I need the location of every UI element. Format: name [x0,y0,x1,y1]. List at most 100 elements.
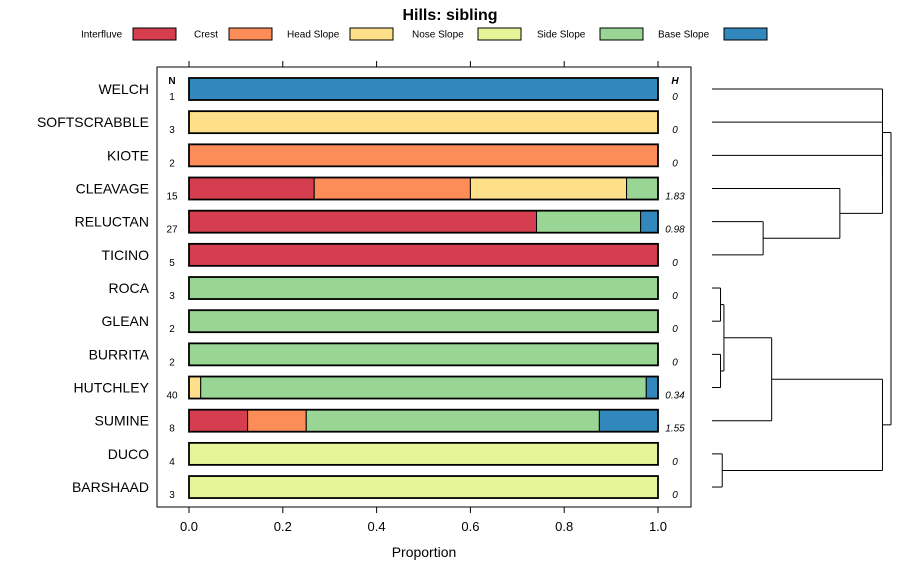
bar-outline [188,143,659,168]
bar-segment-head-slope [188,376,202,400]
bars [188,77,659,499]
legend-label: Base Slope [658,30,710,41]
row-label: KIOTE [107,147,149,163]
legend-label: Nose Slope [412,30,464,41]
h-value: 0 [672,357,678,368]
row-label: TICINO [102,247,150,263]
legend-swatch [132,27,177,41]
x-tick-label: 0.0 [180,519,198,534]
x-axis: 0.0 0.2 0.4 0.6 0.8 1.0 [180,61,667,534]
n-column-header: N [168,76,175,87]
h-value: 0 [672,158,678,169]
bar-row-sumine [188,408,659,433]
legend-item-interfluve: Interfluve [81,27,177,41]
bar-outline [188,110,659,135]
bar-segment-side-slope [188,276,659,300]
n-value: 15 [166,192,178,203]
h-value: 0.98 [665,225,685,236]
bar-outline [188,209,659,234]
h-value: 0 [672,490,678,501]
row-label: BURRITA [89,346,150,362]
h-value: 1.83 [665,192,685,203]
bar-segment-head-slope [188,110,659,134]
legend-item-nose-slope: Nose Slope [412,27,522,41]
x-tick-label: 0.4 [368,519,386,534]
bar-segment-side-slope [188,309,659,333]
x-tick-label: 0.6 [461,519,479,534]
bar-segment-side-slope [305,409,600,433]
bar-segment-base-slope [645,376,659,400]
n-value: 3 [169,490,175,501]
bar-row-roca [188,276,659,300]
n-value: 5 [169,258,175,269]
bar-outline [188,408,659,433]
legend-swatch [228,27,273,41]
bar-segment-crest [247,409,307,433]
row-label: BARSHAAD [72,479,149,495]
row-label: GLEAN [102,313,149,329]
bar-segment-interfluve [188,409,249,433]
bar-outline [188,77,659,101]
h-column-header: H [671,76,679,87]
bar-row-welch [188,77,659,101]
bar-segment-interfluve [188,243,659,267]
legend-item-side-slope: Side Slope [537,27,644,41]
row-label: WELCH [98,81,149,97]
x-tick-label: 0.8 [555,519,573,534]
bar-segment-base-slope [188,77,659,101]
bar-segment-head-slope [469,177,628,201]
bar-outline [188,342,659,367]
bar-row-glean [188,309,659,334]
n-value: 2 [169,158,175,169]
bar-row-ticino [188,242,659,267]
bar-segment-interfluve [188,210,538,234]
n-value: 8 [169,424,175,435]
h-value: 0 [672,324,678,335]
bar-segment-side-slope [200,376,647,400]
row-labels: WELCH 1 0 SOFTSCRABBLE 3 0 KIOTE 2 0 CLEAVAGE 15 1.… [37,81,685,501]
n-value: 2 [169,324,175,335]
bar-segment-crest [188,143,659,167]
bar-row-duco [188,441,659,466]
h-value: 0 [672,291,678,302]
row-label: SUMINE [95,413,149,429]
bar-segment-crest [313,177,471,201]
h-value: 0 [672,125,678,136]
bar-segment-nose-slope [188,475,659,499]
panel-frame [156,66,692,508]
legend-swatch [349,27,394,41]
n-value: 40 [166,391,178,402]
n-value: 1 [169,92,175,103]
n-value: 2 [169,357,175,368]
legend-item-base-slope: Base Slope [658,27,768,41]
legend-swatch [599,27,644,41]
legend-label: Crest [194,30,218,41]
bar-outline [188,475,659,499]
h-value: 1.55 [665,424,685,435]
bar-row-burrita [188,342,659,367]
chart-title: Hills: sibling [402,7,497,24]
bar-segment-side-slope [536,210,642,234]
x-tick-label: 0.2 [274,519,292,534]
bar-segment-side-slope [626,177,659,201]
legend: Interfluve Crest Head Slope Nose Slope Side … [81,27,768,41]
bar-segment-nose-slope [188,442,659,466]
bar-segment-base-slope [640,210,659,234]
x-axis-title: Proportion [392,544,457,560]
bar-outline [188,176,659,201]
row-label: SOFTSCRABBLE [37,114,149,130]
row-label: RELUCTAN [75,214,149,230]
legend-label: Side Slope [537,30,586,41]
n-value: 4 [169,457,175,468]
bar-row-softscrabble [188,110,659,135]
bar-segment-side-slope [188,342,659,366]
bar-row-hutchley [188,375,659,400]
x-tick-label: 1.0 [649,519,667,534]
bar-segment-interfluve [188,177,315,201]
legend-label: Head Slope [287,30,340,41]
legend-label: Interfluve [81,30,123,41]
bar-row-reluctan [188,209,659,234]
bar-row-kiote [188,143,659,168]
